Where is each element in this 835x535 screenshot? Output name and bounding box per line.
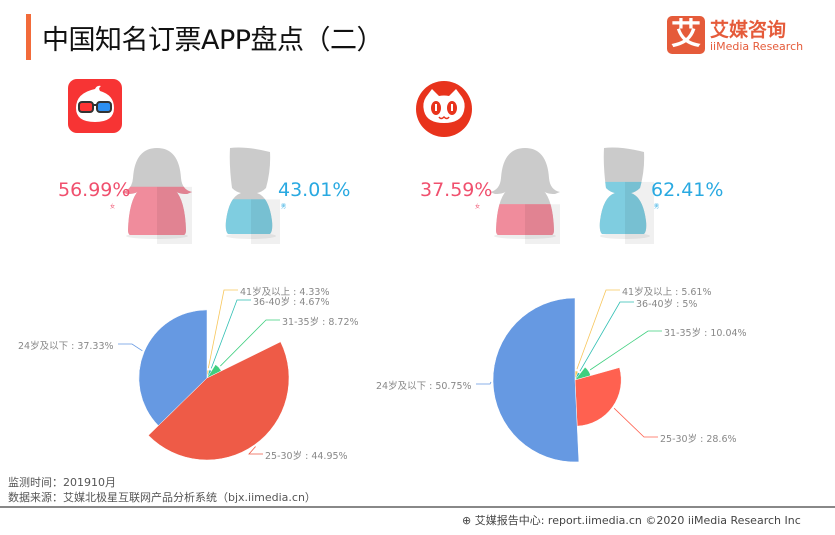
pie1-label-4: 24岁及以下 : 37.33% (18, 341, 114, 352)
pie2-leader-2 (589, 330, 662, 371)
pie1-leader-4 (118, 343, 143, 352)
app2-male-label: 男 (654, 204, 660, 210)
pie2-label-4: 24岁及以下 : 50.75% (376, 381, 472, 392)
app2-female-figure (490, 148, 560, 244)
pie2-label-1: 36-40岁 : 5% (636, 299, 698, 310)
pie1-leader-1 (210, 299, 251, 369)
pie2-label-3: 25-30岁 : 28.6% (660, 434, 737, 445)
pie2-leader-4 (476, 381, 492, 385)
pie1-leader-3 (248, 446, 263, 455)
footer-divider (0, 506, 835, 508)
glasses-app-icon (68, 79, 122, 133)
pie1-slice-4 (138, 309, 208, 426)
pie2-leader-1 (579, 301, 634, 372)
app1-female-pct: 56.99% (58, 179, 131, 201)
app2-male-pct: 62.41% (651, 179, 724, 201)
data-source: 数据来源：艾媒北极星互联网产品分析系统（bjx.iimedia.cn） (8, 491, 316, 504)
footer-credit: ⊕ 艾媒报告中心: report.iimedia.cn ©2020 iiMedi… (462, 512, 801, 528)
app2-female-label: 女 (475, 204, 481, 210)
app1-female-label: 女 (110, 204, 116, 210)
pie1-leader-2 (220, 319, 280, 367)
pie1-label-2: 31-35岁 : 8.72% (282, 317, 359, 328)
iimedia-logo-mark: 艾 (667, 16, 705, 54)
title-accent-bar (26, 14, 31, 60)
page-title: 中国知名订票APP盘点（二） (42, 25, 384, 56)
app1-female-figure (122, 148, 192, 244)
pie2-slice-4 (492, 297, 580, 463)
app2-female-pct: 37.59% (420, 179, 493, 201)
pie2-slice-3 (574, 367, 622, 427)
globe-icon: ⊕ (462, 514, 475, 527)
pie2-label-0: 41岁及以上 : 5.61% (622, 287, 712, 298)
app1-male-figure (225, 147, 280, 244)
app2-male-figure (599, 147, 654, 244)
pie1-label-3: 25-30岁 : 44.95% (265, 451, 348, 462)
footer-credit-text: 艾媒报告中心: report.iimedia.cn ©2020 iiMedia … (474, 514, 801, 527)
pie2-leader-0 (576, 289, 620, 370)
pie1-label-1: 36-40岁 : 4.67% (253, 297, 330, 308)
pie1-leader-0 (207, 289, 238, 369)
app1-male-pct: 43.01% (278, 179, 351, 201)
pie1-slice-3 (148, 341, 290, 461)
pie2-leader-3 (613, 407, 658, 438)
monitor-time: 监测时间：201910月 (8, 476, 116, 489)
logo-en: iiMedia Research (710, 40, 804, 53)
pie1-label-0: 41岁及以上 : 4.33% (240, 287, 330, 298)
pie2-label-2: 31-35岁 : 10.04% (664, 328, 747, 339)
cat-app-icon (416, 81, 472, 137)
app1-male-label: 男 (281, 204, 287, 210)
logo-cn: 艾媒咨询 (710, 19, 787, 41)
